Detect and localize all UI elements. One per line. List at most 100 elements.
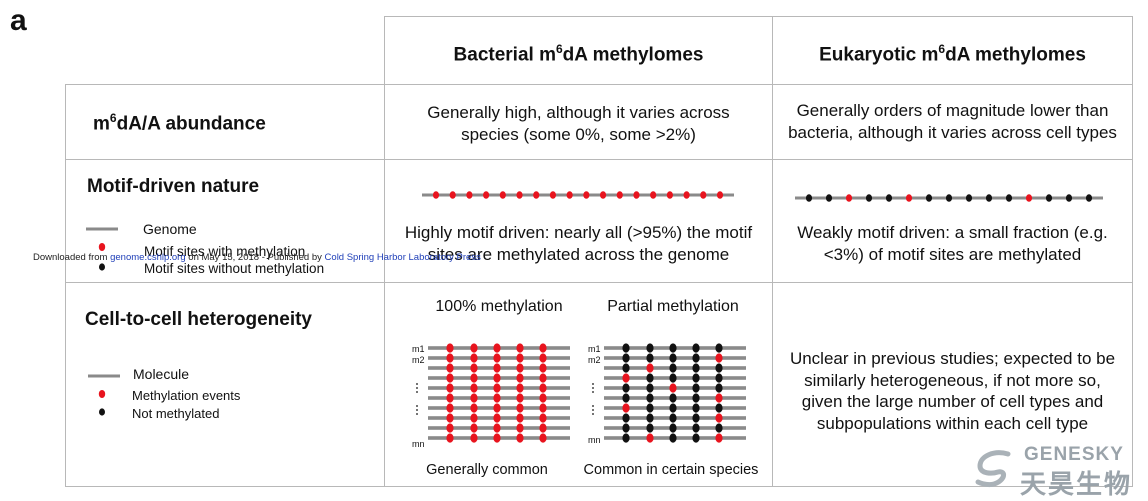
- not-methylated-dot: [646, 413, 654, 423]
- not-methylated-dot: [669, 393, 677, 403]
- download-link-publisher[interactable]: Cold Spring Harbor Laboratory Press: [324, 252, 481, 263]
- full-grid-label-m1: m1: [412, 344, 425, 354]
- methylation-event-dot: [446, 373, 454, 383]
- methylation-event-dot: [470, 343, 478, 353]
- methylation-event-dot: [715, 413, 723, 423]
- motif-site-methylated: [466, 191, 473, 199]
- table-border-left: [65, 84, 66, 487]
- bacterial-motif-track: [422, 191, 734, 199]
- methylated-dot-icon: [98, 243, 106, 251]
- methylation-event-dot: [493, 433, 501, 443]
- methylation-event-dot: [539, 383, 547, 393]
- methylation-event-dot: [470, 373, 478, 383]
- methylation-event-dot: [470, 413, 478, 423]
- motif-legend: [86, 227, 118, 271]
- watermark-cn: 天昊生物: [1020, 469, 1133, 499]
- motif-site-unmethylated: [985, 194, 993, 202]
- motif-site-methylated: [583, 191, 590, 199]
- not-methylated-dot: [715, 373, 723, 383]
- not-methylated-dot: [692, 373, 700, 383]
- methylation-event-dot: [669, 383, 677, 393]
- motif-site-methylated: [1025, 194, 1033, 202]
- not-methylated-dot: [622, 363, 630, 373]
- not-methylated-dot: [646, 383, 654, 393]
- methylation-event-dot: [539, 363, 547, 373]
- watermark-en: GENESKY: [1024, 444, 1124, 465]
- motif-site-unmethylated: [1045, 194, 1053, 202]
- motif-site-unmethylated: [925, 194, 933, 202]
- motif-site-methylated: [499, 191, 506, 199]
- not-methylated-dot: [692, 343, 700, 353]
- legend-not-methylated-label: Not methylated: [132, 406, 220, 421]
- not-methylated-dot: [692, 403, 700, 413]
- not-methylated-dot: [715, 423, 723, 433]
- column-header-bacterial: Bacterial m6dA methylomes: [453, 42, 704, 66]
- methylation-event-dot: [470, 383, 478, 393]
- full-grid-label-mn: mn: [412, 439, 425, 449]
- heterogeneity-legend: [88, 374, 120, 416]
- heterogeneity-eukaryotic-text: Unclear in previous studies; expected to…: [789, 349, 1116, 433]
- methylation-event-dot: [516, 403, 524, 413]
- not-methylated-dot: [622, 413, 630, 423]
- not-methylated-dot: [715, 403, 723, 413]
- motif-site-methylated: [633, 191, 640, 199]
- methylation-event-dot: [446, 423, 454, 433]
- not-methylated-dot: [715, 343, 723, 353]
- not-methylated-dot: [692, 363, 700, 373]
- not-methylated-dot: [622, 383, 630, 393]
- methylation-event-dot: [446, 413, 454, 423]
- table-border-row2: [65, 282, 1133, 283]
- not-methylated-dot: [646, 373, 654, 383]
- legend-with-methylation-label: Motif sites with methylation: [144, 244, 306, 259]
- methylation-event-dot: [493, 353, 501, 363]
- methylation-event-dot: [539, 393, 547, 403]
- methylation-event-dot: [622, 373, 630, 383]
- methylation-event-dot: [539, 413, 547, 423]
- partial-grid-label-mn: mn: [588, 435, 601, 445]
- motif-site-methylated: [599, 191, 607, 199]
- not-methylated-dot: [692, 413, 700, 423]
- legend-genome-label: Genome: [143, 221, 197, 237]
- methylation-event-dot: [446, 343, 454, 353]
- methylation-event-dot: [446, 353, 454, 363]
- motif-site-methylated: [666, 191, 673, 199]
- motif-site-methylated: [516, 191, 523, 199]
- methylation-event-dot: [493, 373, 501, 383]
- partial-grid-label-m2: m2: [588, 355, 601, 365]
- methylation-event-dot: [446, 393, 454, 403]
- methylation-event-dot: [446, 363, 454, 373]
- download-link-genome[interactable]: genome.cshlp.org: [110, 252, 186, 263]
- motif-site-unmethylated: [1085, 194, 1093, 202]
- methylation-event-dot: [539, 353, 547, 363]
- full-grid-ellipsis: [416, 383, 418, 415]
- methylation-event-dot: [715, 353, 723, 363]
- methylation-event-dot: [539, 433, 547, 443]
- not-methylated-dot: [669, 363, 677, 373]
- motif-site-unmethylated: [1065, 194, 1073, 202]
- partial-methylation-caption: Common in certain species: [583, 462, 759, 478]
- motif-site-unmethylated: [805, 194, 813, 202]
- methylation-event-dot: [493, 403, 501, 413]
- table-border-row1: [65, 159, 1133, 160]
- motif-site-methylated: [650, 191, 657, 199]
- methylation-event-dot: [493, 413, 501, 423]
- motif-site-methylated: [905, 194, 913, 202]
- not-methylated-dot: [715, 383, 723, 393]
- column-header-eukaryotic: Eukaryotic m6dA methylomes: [819, 42, 1086, 66]
- methylation-event-dot: [493, 343, 501, 353]
- eukaryotic-motif-track: [795, 194, 1103, 202]
- methylation-event-dot: [470, 363, 478, 373]
- full-grid-label-m2: m2: [412, 355, 425, 365]
- not-methylated-dot: [669, 343, 677, 353]
- row-header-abundance: m6dA/A abundance: [93, 111, 266, 135]
- motif-site-unmethylated: [865, 194, 873, 202]
- methylation-event-dot: [646, 433, 654, 443]
- methylation-event-dot: [493, 363, 501, 373]
- methylation-event-dot: [516, 423, 524, 433]
- full-methylation-title: 100% methylation: [435, 298, 563, 315]
- not-methylated-dot: [646, 353, 654, 363]
- methylation-event-dot: [715, 433, 723, 443]
- methylation-event-dot: [516, 433, 524, 443]
- not-methylated-dot: [646, 393, 654, 403]
- methylation-event-dot: [470, 393, 478, 403]
